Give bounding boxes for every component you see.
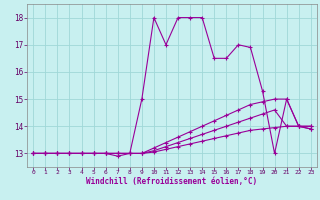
X-axis label: Windchill (Refroidissement éolien,°C): Windchill (Refroidissement éolien,°C) (86, 177, 258, 186)
